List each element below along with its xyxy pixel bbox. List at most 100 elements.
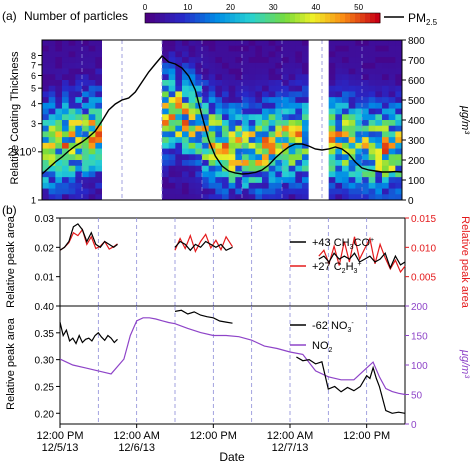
heatmap-cell	[208, 165, 216, 172]
heatmap-cell	[182, 148, 190, 155]
heatmap-cell	[268, 80, 276, 87]
heatmap-cell	[302, 85, 310, 92]
heatmap-cell	[188, 142, 196, 149]
heatmap-cell	[248, 102, 256, 109]
heatmap-cell	[215, 114, 223, 121]
heatmap-cell	[62, 80, 70, 87]
heatmap-cell	[222, 131, 230, 138]
heatmap-cell	[282, 177, 290, 184]
heatmap-cell	[235, 154, 243, 161]
heatmap-cell	[228, 114, 236, 121]
heatmap-cell	[202, 91, 210, 98]
heatmap-cell	[295, 125, 303, 132]
heatmap-cell	[295, 114, 303, 121]
heatmap-cell	[55, 68, 63, 75]
heatmap-cell	[335, 171, 343, 178]
heatmap-cell	[355, 62, 363, 69]
heatmap-cell	[302, 80, 310, 87]
colorbar-cell	[210, 13, 216, 23]
heatmap-cell	[222, 85, 230, 92]
heatmap-cell	[355, 125, 363, 132]
heatmap-cell	[208, 137, 216, 144]
y2tick-label: 150	[411, 332, 428, 343]
colorbar-cell	[155, 13, 161, 23]
heatmap-cell	[355, 57, 363, 64]
heatmap-cell	[348, 114, 356, 121]
heatmap-cell	[282, 108, 290, 115]
heatmap-cell	[395, 137, 403, 144]
heatmap-cell	[235, 125, 243, 132]
heatmap-cell	[382, 160, 390, 167]
heatmap-cell	[88, 97, 96, 104]
heatmap-cell	[342, 160, 350, 167]
heatmap-cell	[275, 68, 283, 75]
heatmap-cell	[275, 91, 283, 98]
heatmap-cell	[388, 120, 396, 127]
heatmap-cell	[335, 80, 343, 87]
heatmap-cell	[182, 125, 190, 132]
heatmap-cell	[242, 114, 250, 121]
heatmap-cell	[222, 80, 230, 87]
heatmap-cell	[348, 160, 356, 167]
heatmap-cell	[42, 102, 50, 109]
heatmap-cell	[182, 177, 190, 184]
legend-no3-text: -62 NO3-	[312, 320, 354, 334]
heatmap-cell	[162, 120, 170, 127]
heatmap-cell	[55, 148, 63, 155]
heatmap-cell	[242, 125, 250, 132]
heatmap-cell	[48, 108, 56, 115]
heatmap-cell	[342, 125, 350, 132]
heatmap-cell	[95, 171, 103, 178]
y2tick-label: 0.010	[411, 243, 436, 254]
heatmap-cell	[82, 177, 90, 184]
heatmap-cell	[175, 91, 183, 98]
heatmap-cell	[288, 160, 296, 167]
heatmap-cell	[388, 154, 396, 161]
heatmap-cell	[362, 91, 370, 98]
heatmap-cell	[242, 194, 250, 201]
heatmap-cell	[68, 85, 76, 92]
y2tick-label: 700	[408, 56, 425, 67]
heatmap-cell	[342, 74, 350, 81]
heatmap-cell	[375, 182, 383, 189]
heatmap-cell	[248, 91, 256, 98]
heatmap-cell	[95, 91, 103, 98]
heatmap-cell	[175, 102, 183, 109]
heatmap-cell	[48, 91, 56, 98]
heatmap-cell	[215, 137, 223, 144]
heatmap-cell	[342, 85, 350, 92]
heatmap-cell	[215, 57, 223, 64]
heatmap-cell	[215, 85, 223, 92]
heatmap-cell	[222, 120, 230, 127]
heatmap-cell	[235, 62, 243, 69]
heatmap-cell	[348, 102, 356, 109]
heatmap-cell	[182, 80, 190, 87]
heatmap-cell	[42, 80, 50, 87]
heatmap-cell	[228, 68, 236, 75]
heatmap-cell	[208, 74, 216, 81]
heatmap-cell	[388, 74, 396, 81]
heatmap-cell	[168, 57, 176, 64]
heatmap-cell	[288, 80, 296, 87]
heatmap-cell	[215, 125, 223, 132]
heatmap-cell	[255, 188, 263, 195]
heatmap-cell	[195, 120, 203, 127]
heatmap-cell	[382, 97, 390, 104]
heatmap-cell	[242, 51, 250, 58]
heatmap-cell	[208, 102, 216, 109]
heatmap-cell	[82, 154, 90, 161]
heatmap-cell	[182, 160, 190, 167]
heatmap-cell	[188, 137, 196, 144]
heatmap-cell	[168, 154, 176, 161]
heatmap-cell	[168, 120, 176, 127]
heatmap-cell	[48, 57, 56, 64]
panel-b-bottom-gridlines	[97, 306, 368, 424]
heatmap-cell	[95, 40, 103, 47]
colorbar-cell	[200, 13, 206, 23]
panel-b-top-lines	[59, 223, 406, 274]
heatmap-cell	[228, 154, 236, 161]
heatmap-cell	[368, 137, 376, 144]
heatmap-cell	[268, 154, 276, 161]
heatmap-cell	[68, 91, 76, 98]
heatmap-cell	[75, 194, 83, 201]
